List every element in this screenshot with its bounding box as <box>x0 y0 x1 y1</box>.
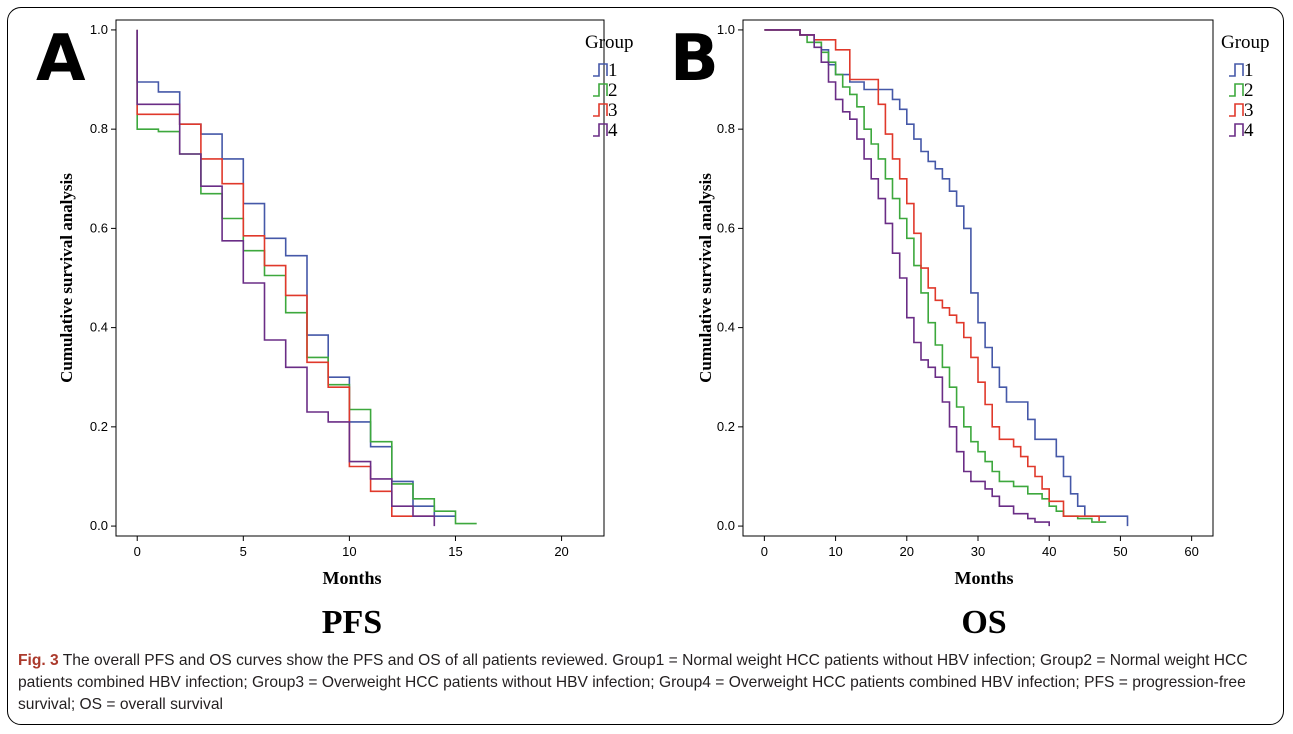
y-tick-label: 0.2 <box>90 419 108 434</box>
plot-frame <box>742 19 1214 537</box>
x-axis-title: Months <box>322 568 381 588</box>
y-axis-title: Cumulative survival analysis <box>696 173 715 383</box>
survival-curve-group-1 <box>136 29 456 517</box>
survival-curve-group-3 <box>764 29 1100 522</box>
legend-label-group-3: 3 <box>608 100 618 121</box>
y-tick-label: 0.6 <box>717 220 735 235</box>
legend-swatch-group-3 <box>593 103 608 117</box>
y-tick-label: 0.8 <box>90 121 108 136</box>
x-tick-label: 60 <box>1184 544 1198 559</box>
legend-title: Group <box>1221 32 1270 53</box>
panel-letter: B <box>670 22 719 96</box>
chart-panel-a: A 0.0 0.2 0.4 0.6 0.8 1.0 0 5 10 15 20 Months Cumulat… <box>36 19 634 641</box>
x-tick-label: 15 <box>448 544 462 559</box>
panel-letter: A <box>36 22 86 96</box>
y-tick-label: 1.0 <box>90 22 108 37</box>
legend-label-group-4: 4 <box>608 120 618 141</box>
y-tick-label: 0.6 <box>90 220 108 235</box>
legend-swatch-group-1 <box>593 63 608 77</box>
y-tick-label: 0.2 <box>717 419 735 434</box>
x-tick-label: 30 <box>971 544 985 559</box>
caption-text: The overall PFS and OS curves show the P… <box>18 652 1248 713</box>
legend-label-group-2: 2 <box>608 80 618 101</box>
y-axis-title: Cumulative survival analysis <box>57 173 76 383</box>
survival-curve-group-4 <box>764 29 1050 527</box>
x-tick-label: 40 <box>1042 544 1056 559</box>
x-axis-title: Months <box>954 568 1013 588</box>
legend-swatch-group-4 <box>593 123 608 137</box>
legend-swatch-group-3 <box>1229 103 1244 117</box>
legend-swatch-group-2 <box>1229 83 1244 97</box>
x-tick-label: 5 <box>240 544 247 559</box>
figure-canvas: A0.00.20.40.60.81.00 5 10 15 20MonthsCumulat… <box>36 19 1270 641</box>
caption-label: Fig. 3 <box>18 652 59 669</box>
legend-label-group-1: 1 <box>1244 60 1254 81</box>
chart-panel-b: B 0.0 0.2 0.4 0.6 0.8 1.0 0 10 20 30 40 50 60 Months Cu… <box>670 19 1270 641</box>
y-tick-label: 0.0 <box>717 518 735 533</box>
legend-label-group-3: 3 <box>1244 100 1254 121</box>
x-tick-label: 10 <box>342 544 356 559</box>
x-tick-label: 0 <box>134 544 141 559</box>
y-tick-label: 0.0 <box>90 518 108 533</box>
x-tick-label: 0 <box>761 544 768 559</box>
y-tick-label: 0.8 <box>717 121 735 136</box>
legend-swatch-group-2 <box>593 83 608 97</box>
survival-curve-group-1 <box>764 29 1129 527</box>
x-tick-label: 20 <box>900 544 914 559</box>
x-tick-label: 50 <box>1113 544 1127 559</box>
plot-frame <box>115 19 605 537</box>
y-tick-label: 1.0 <box>717 22 735 37</box>
survival-curve-group-4 <box>136 29 436 527</box>
y-tick-label: 0.4 <box>90 320 108 335</box>
panel-label: OS <box>961 604 1006 641</box>
legend-swatch-group-4 <box>1229 123 1244 137</box>
survival-curve-group-3 <box>136 29 435 517</box>
legend-label-group-4: 4 <box>1244 120 1254 141</box>
legend-swatch-group-1 <box>1229 63 1244 77</box>
y-tick-label: 0.4 <box>717 320 735 335</box>
figure-frame: A 0.0 0.2 0.4 0.6 0.8 1.0 0 5 10 15 20 Months Cumulat… <box>7 7 1284 725</box>
panel-label: PFS <box>322 604 382 641</box>
x-tick-label: 10 <box>828 544 842 559</box>
legend-title: Group <box>585 32 634 53</box>
x-tick-label: 20 <box>554 544 568 559</box>
survival-curve-group-2 <box>764 29 1107 523</box>
legend-label-group-1: 1 <box>608 60 618 81</box>
legend-label-group-2: 2 <box>1244 80 1254 101</box>
figure-caption: Fig. 3 The overall PFS and OS curves sho… <box>18 650 1273 716</box>
